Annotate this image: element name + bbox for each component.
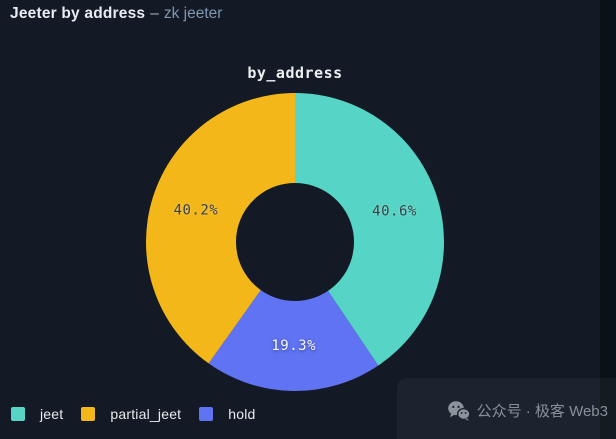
panel-header: Jeeter by address – zk jeeter — [10, 5, 222, 23]
watermark: 公众号 · 极客 Web3 — [397, 378, 616, 439]
legend-item-hold: hold — [199, 407, 255, 421]
legend-swatch-partial-jeet — [81, 407, 96, 421]
pie-slice-partial_jeet — [146, 93, 295, 364]
panel-subtitle: zk jeeter — [163, 5, 223, 22]
panel-title: Jeeter by address — [10, 5, 146, 22]
right-edge-strip — [600, 0, 616, 439]
pie-slice-hold — [208, 290, 379, 391]
legend-label-jeet: jeet — [40, 406, 64, 422]
legend-label-hold: hold — [228, 406, 256, 422]
slice-label-jeet: 40.6% — [372, 204, 417, 220]
wechat-icon — [447, 400, 470, 421]
legend-item-jeet: jeet — [11, 407, 63, 421]
pie-slice-jeet — [295, 93, 444, 366]
legend-item-partial-jeet: partial_jeet — [81, 407, 181, 421]
legend-swatch-jeet — [11, 407, 25, 421]
chart-title: by_address — [247, 64, 343, 82]
donut-chart: 40.6% 19.3% 40.2% — [146, 93, 444, 391]
legend-label-partial-jeet: partial_jeet — [110, 406, 182, 422]
legend-swatch-hold — [199, 407, 214, 421]
watermark-text: 公众号 · 极客 Web3 — [476, 403, 608, 420]
slice-label-hold: 19.3% — [271, 338, 316, 354]
slice-label-partial_jeet: 40.2% — [174, 202, 219, 218]
title-separator: – — [150, 5, 159, 22]
chart-legend: jeet partial_jeet hold — [11, 407, 256, 421]
